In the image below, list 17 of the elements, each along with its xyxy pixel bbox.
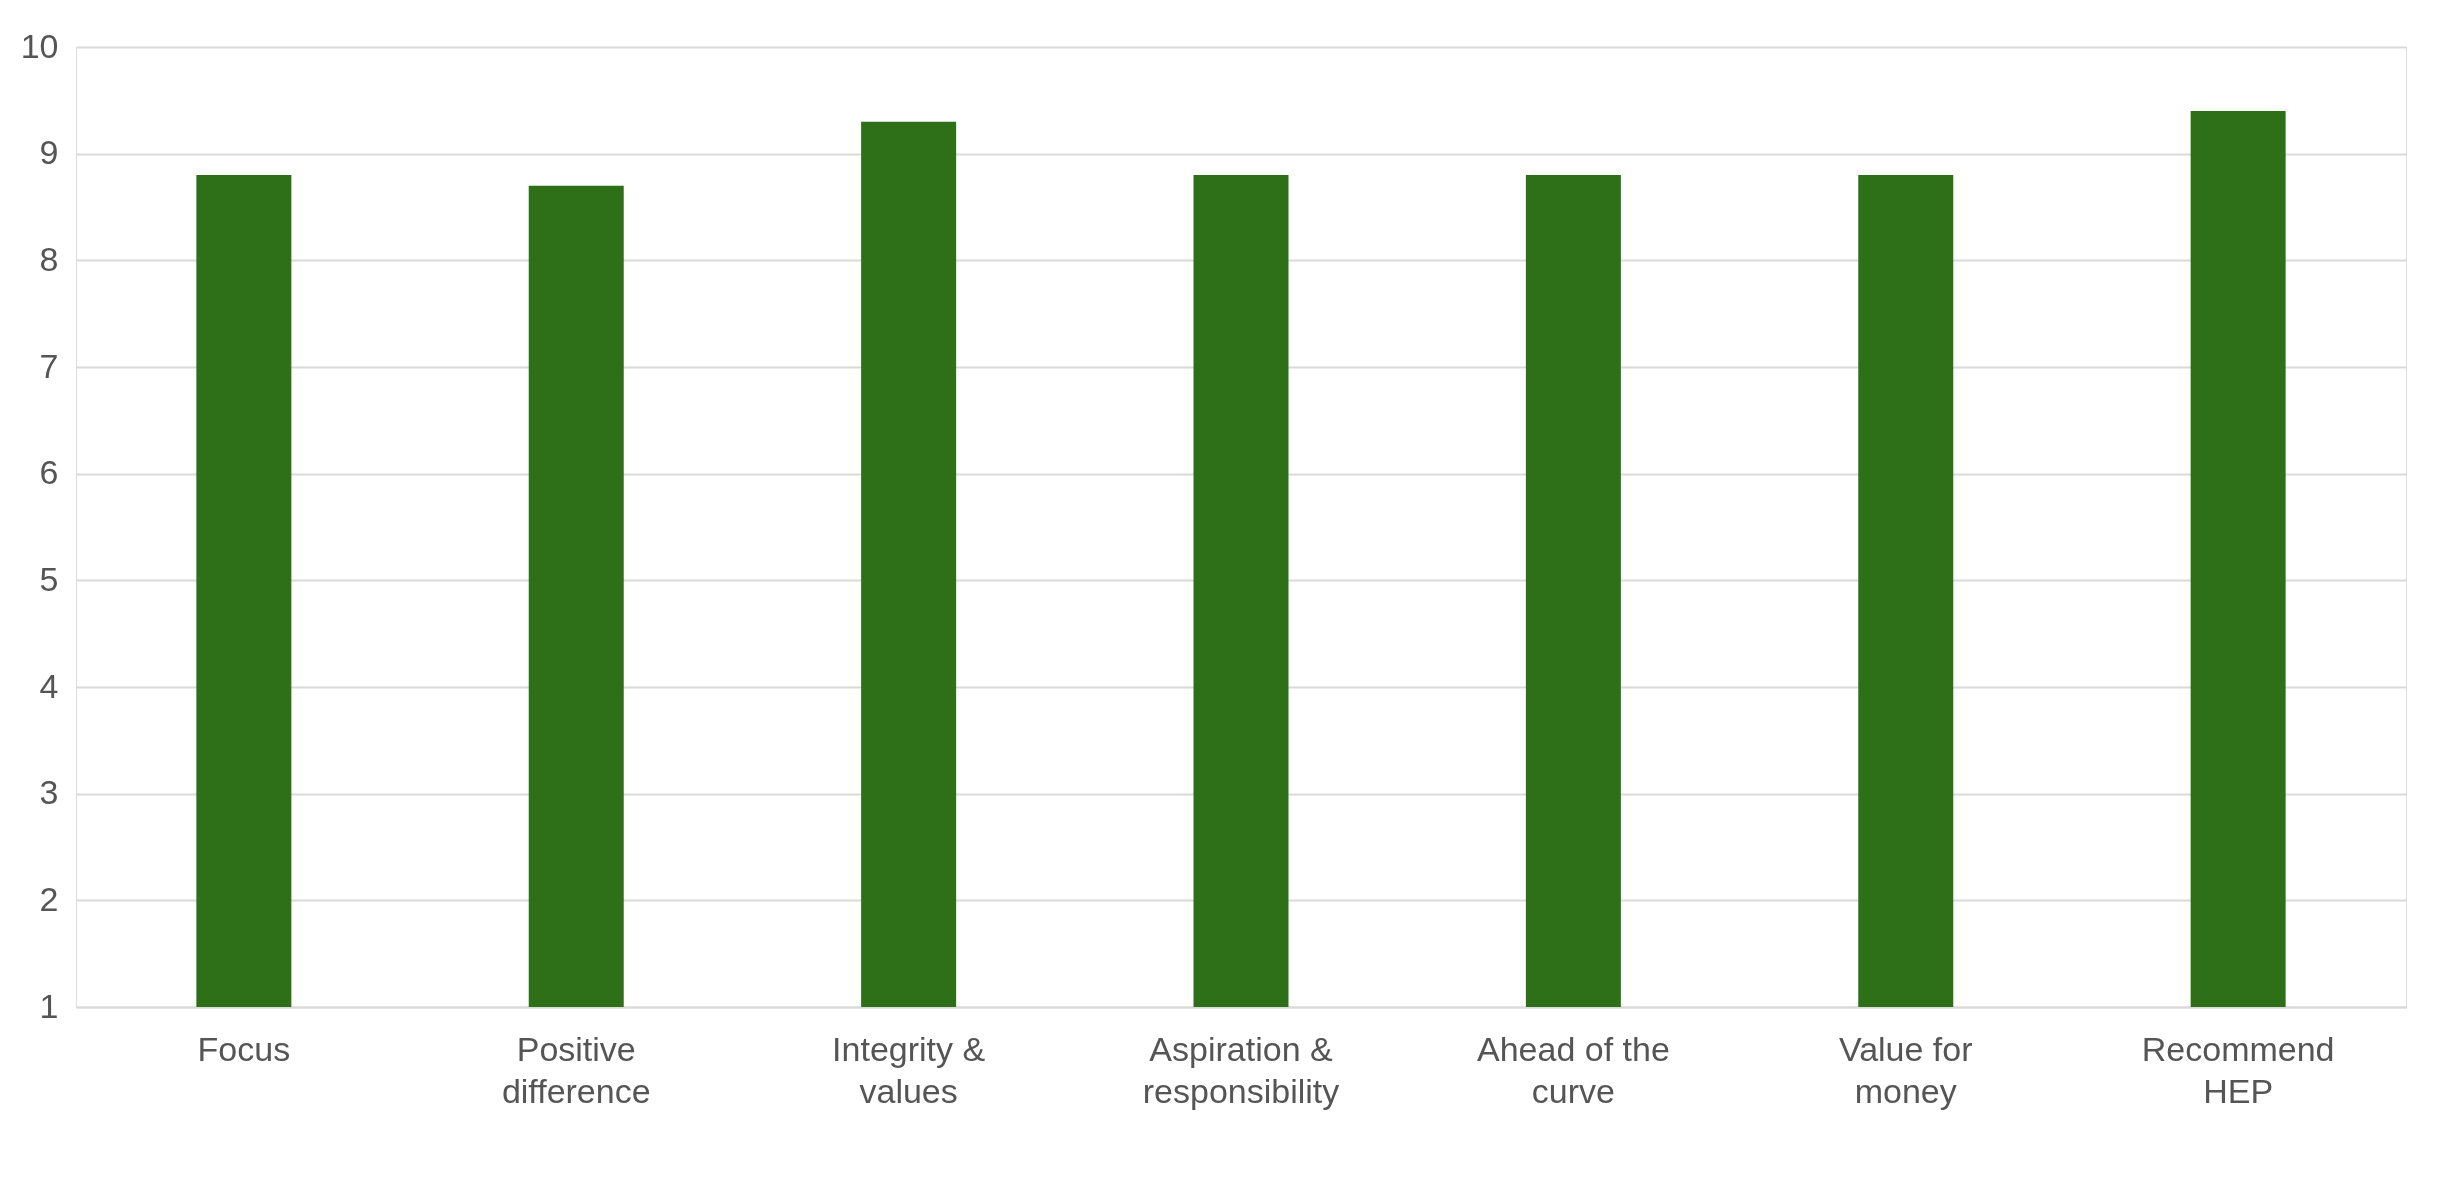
y-tick-label: 6 xyxy=(39,453,59,492)
x-tick-label: Ahead of the curve xyxy=(1476,1029,1670,1110)
x-tick-label: Positive difference xyxy=(501,1029,651,1110)
y-tick-label: 10 xyxy=(20,26,59,65)
x-tick-label: Integrity & values xyxy=(832,1029,986,1110)
y-tick-label: 9 xyxy=(39,133,59,172)
y-tick-label: 4 xyxy=(39,666,59,705)
y-tick-label: 7 xyxy=(39,346,59,385)
x-tick-label: Aspiration & responsibility xyxy=(1142,1029,1340,1110)
x-tick-label: Value for money xyxy=(1838,1029,1973,1110)
y-tick-label: 1 xyxy=(39,986,59,1025)
y-tick-label: 5 xyxy=(39,559,59,598)
y-tick-label: 8 xyxy=(39,239,59,278)
x-tick-label: Focus xyxy=(197,1029,291,1068)
x-tick-label: Recommend HEP xyxy=(2141,1029,2335,1110)
y-tick-label: 2 xyxy=(39,879,59,918)
y-tick-label: 3 xyxy=(39,773,59,812)
